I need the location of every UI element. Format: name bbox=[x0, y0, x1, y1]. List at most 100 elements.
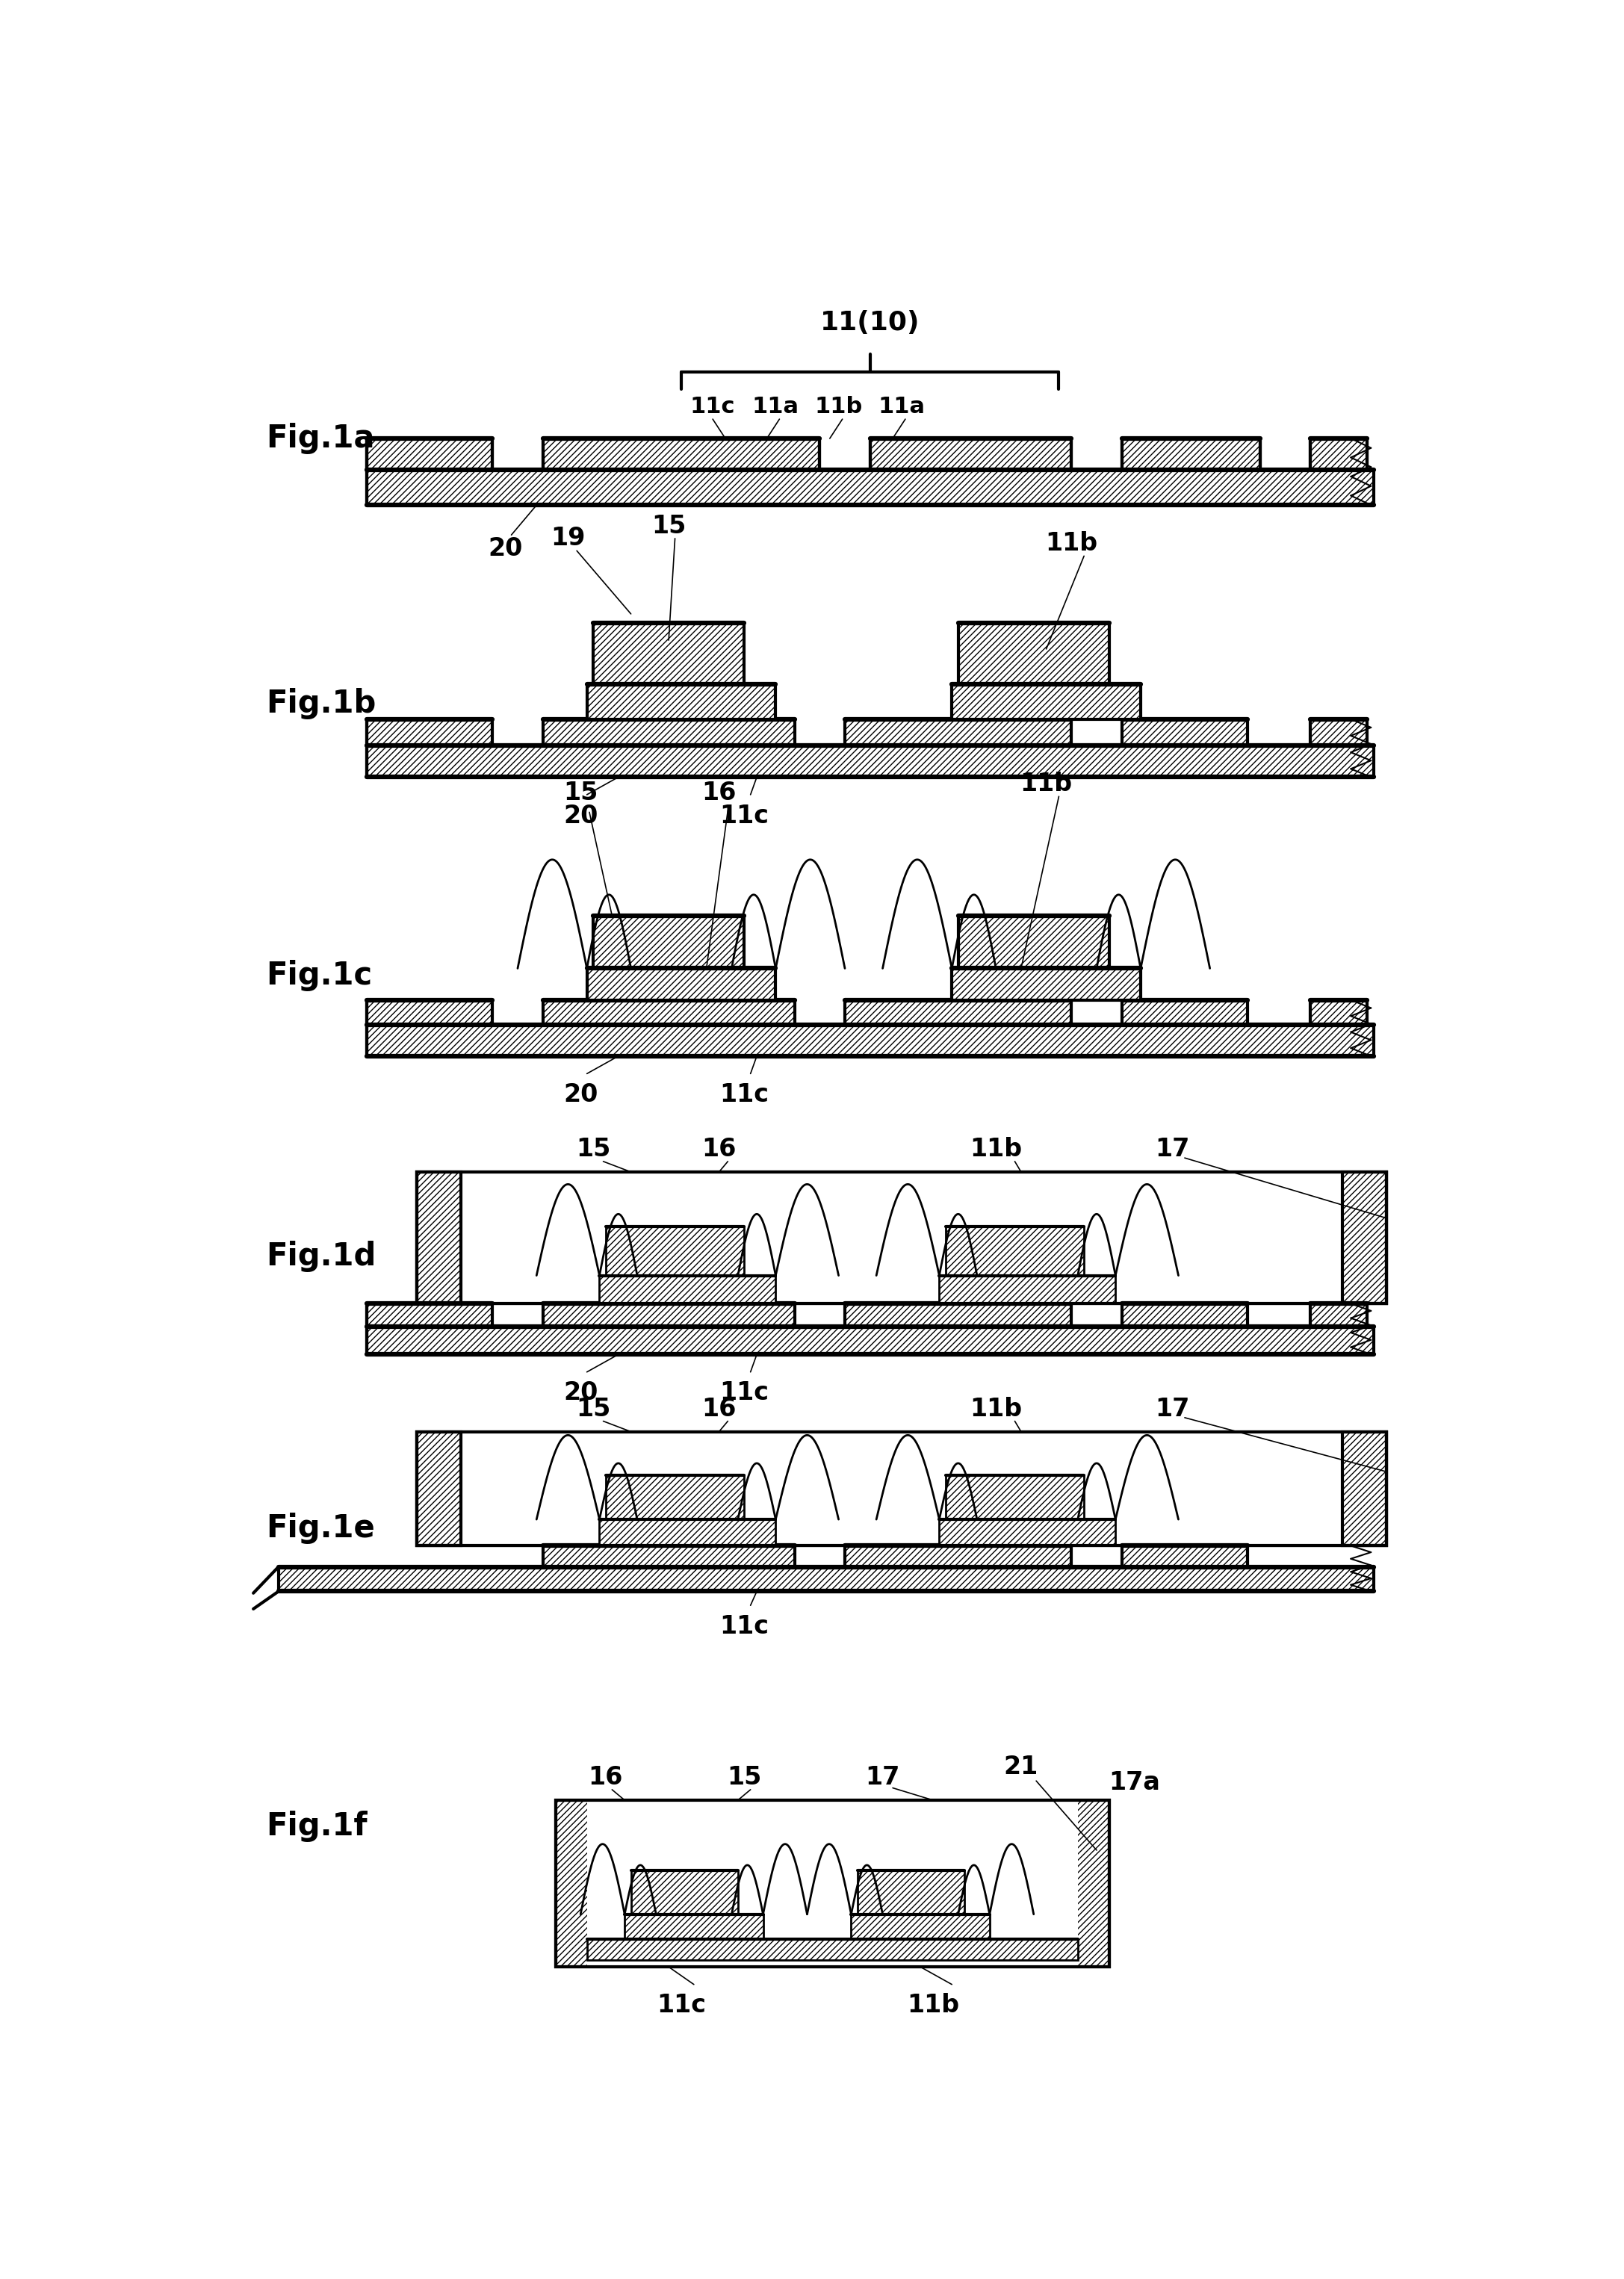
Text: 19: 19 bbox=[551, 526, 585, 552]
Bar bbox=[367, 438, 492, 469]
Bar bbox=[870, 438, 1072, 469]
Text: 17: 17 bbox=[1155, 1137, 1189, 1162]
Text: 11b: 11b bbox=[906, 1994, 960, 2017]
Bar bbox=[1341, 1171, 1387, 1304]
Bar bbox=[593, 622, 744, 684]
Text: 16: 16 bbox=[702, 1397, 736, 1422]
Bar bbox=[455, 1171, 1348, 1304]
Bar bbox=[1311, 438, 1367, 469]
Bar bbox=[555, 1800, 1109, 1967]
Bar bbox=[586, 1800, 1078, 1967]
Bar bbox=[367, 720, 492, 745]
Bar bbox=[417, 1431, 461, 1545]
Bar bbox=[555, 1800, 1109, 1967]
Text: 11c: 11c bbox=[690, 397, 736, 417]
Bar bbox=[455, 1431, 1348, 1545]
Bar bbox=[844, 1000, 1072, 1026]
Text: 11a: 11a bbox=[879, 397, 926, 417]
Bar bbox=[417, 1171, 461, 1304]
Text: 11c: 11c bbox=[719, 804, 768, 827]
Text: Fig.1c: Fig.1c bbox=[266, 959, 372, 991]
Bar bbox=[1122, 720, 1247, 745]
Text: 11c: 11c bbox=[656, 1994, 706, 2017]
Bar bbox=[367, 1326, 1374, 1354]
Bar bbox=[367, 1026, 1374, 1055]
Bar bbox=[1311, 1000, 1367, 1026]
Text: 17: 17 bbox=[866, 1764, 900, 1789]
Text: 20: 20 bbox=[564, 1381, 598, 1406]
Bar bbox=[945, 1226, 1085, 1276]
Bar bbox=[1122, 438, 1260, 469]
Bar bbox=[1311, 720, 1367, 745]
Bar bbox=[1122, 1000, 1247, 1026]
Text: 11b: 11b bbox=[1046, 531, 1098, 556]
Text: 16: 16 bbox=[702, 1137, 736, 1162]
Text: Fig.1d: Fig.1d bbox=[266, 1240, 377, 1272]
Bar bbox=[958, 622, 1109, 684]
Text: 15: 15 bbox=[728, 1764, 762, 1789]
Bar bbox=[952, 684, 1140, 720]
Bar bbox=[593, 916, 744, 969]
Text: 16: 16 bbox=[588, 1764, 624, 1789]
Text: 11b: 11b bbox=[815, 397, 862, 417]
Text: 20: 20 bbox=[564, 804, 598, 827]
Bar bbox=[417, 1171, 1387, 1304]
Bar bbox=[417, 1431, 1387, 1545]
Bar bbox=[630, 1871, 737, 1914]
Text: Fig.1a: Fig.1a bbox=[266, 422, 375, 454]
Bar bbox=[844, 1304, 1072, 1326]
Bar bbox=[586, 1939, 1078, 1960]
Text: 11c: 11c bbox=[719, 1381, 768, 1406]
Text: 11b: 11b bbox=[1020, 773, 1072, 795]
Bar bbox=[279, 1566, 1374, 1591]
Text: 21: 21 bbox=[1004, 1755, 1038, 1780]
Bar bbox=[586, 684, 776, 720]
Bar bbox=[542, 438, 820, 469]
Bar bbox=[844, 1545, 1072, 1566]
Bar bbox=[599, 1520, 776, 1545]
Bar bbox=[606, 1475, 744, 1520]
Text: 11a: 11a bbox=[752, 397, 799, 417]
Text: 11b: 11b bbox=[970, 1397, 1021, 1422]
Bar bbox=[417, 1171, 1387, 1304]
Bar bbox=[952, 969, 1140, 1000]
Bar bbox=[542, 1304, 794, 1326]
Bar bbox=[939, 1276, 1116, 1304]
Bar bbox=[542, 1000, 794, 1026]
Text: 20: 20 bbox=[564, 1083, 598, 1108]
Bar bbox=[945, 1475, 1085, 1520]
Text: 15: 15 bbox=[577, 1397, 611, 1422]
Bar bbox=[586, 969, 776, 1000]
Bar bbox=[939, 1520, 1116, 1545]
Bar bbox=[1341, 1431, 1387, 1545]
Text: 15: 15 bbox=[564, 782, 598, 804]
Bar bbox=[417, 1431, 1387, 1545]
Bar bbox=[367, 469, 1374, 506]
Text: Fig.1f: Fig.1f bbox=[266, 1812, 367, 1841]
Text: Fig.1b: Fig.1b bbox=[266, 688, 377, 720]
Bar bbox=[1311, 1304, 1367, 1326]
Text: 15: 15 bbox=[577, 1137, 611, 1162]
Bar bbox=[599, 1276, 776, 1304]
Bar bbox=[851, 1914, 989, 1939]
Bar bbox=[542, 1545, 794, 1566]
Bar bbox=[1122, 1304, 1247, 1326]
Bar bbox=[542, 720, 794, 745]
Text: 11b: 11b bbox=[970, 1137, 1021, 1162]
Bar bbox=[606, 1226, 744, 1276]
Text: 11c: 11c bbox=[719, 1083, 768, 1108]
Text: 16: 16 bbox=[702, 782, 736, 804]
Text: 11c: 11c bbox=[719, 1614, 768, 1639]
Bar bbox=[844, 720, 1072, 745]
Text: 15: 15 bbox=[651, 513, 685, 538]
Text: Fig.1e: Fig.1e bbox=[266, 1513, 375, 1543]
Text: 11(10): 11(10) bbox=[820, 310, 919, 335]
Bar bbox=[367, 1304, 492, 1326]
Text: 17a: 17a bbox=[1109, 1771, 1160, 1796]
Text: 20: 20 bbox=[487, 536, 523, 561]
Bar bbox=[958, 916, 1109, 969]
Bar bbox=[367, 1000, 492, 1026]
Bar bbox=[367, 745, 1374, 777]
Text: 17: 17 bbox=[1155, 1397, 1189, 1422]
Bar bbox=[625, 1914, 763, 1939]
